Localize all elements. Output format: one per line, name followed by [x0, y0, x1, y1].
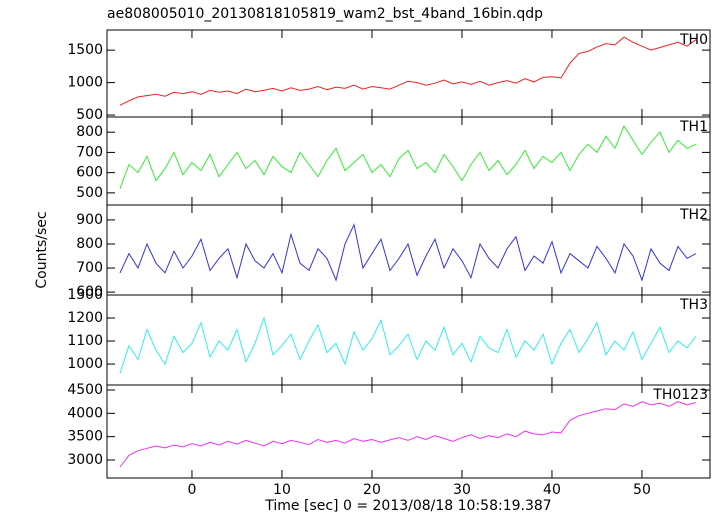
light-curve [119, 316, 697, 374]
y-tick-label: 1000 [67, 75, 103, 91]
y-tick-label: 500 [76, 107, 103, 123]
x-axis-label: Time [sec] 0 = 2013/08/18 10:58:19.387 [264, 498, 551, 514]
panel-label: TH2 [679, 207, 708, 223]
y-tick-label: 1200 [67, 310, 103, 326]
panel-frame [106, 294, 711, 386]
x-tick-label: 30 [453, 482, 471, 498]
light-curve [119, 36, 697, 106]
panel-label: TH1 [679, 119, 708, 135]
y-tick-label: 800 [76, 124, 103, 140]
x-tick-label: 20 [363, 482, 381, 498]
panel-frame [106, 384, 711, 479]
y-tick-label: 3000 [67, 452, 103, 468]
y-tick-label: 1500 [67, 42, 103, 58]
chart-title: ae808005010_20130818105819_wam2_bst_4ban… [107, 6, 543, 22]
panel-frame [106, 204, 711, 296]
panel-label: TH0 [679, 32, 708, 48]
y-tick-label: 700 [76, 260, 103, 276]
y-tick-label: 3500 [67, 429, 103, 445]
y-tick-label: 600 [76, 165, 103, 181]
y-tick-label: 1300 [67, 287, 103, 303]
x-tick-label: 0 [187, 482, 196, 498]
panel-frame [106, 29, 711, 118]
y-tick-label: 800 [76, 236, 103, 252]
y-tick-label: 4000 [67, 405, 103, 421]
panel-frame [106, 116, 711, 206]
panel-label: TH0123 [652, 387, 708, 403]
y-tick-label: 900 [76, 212, 103, 228]
light-curve [119, 223, 697, 282]
y-tick-label: 500 [76, 185, 103, 201]
y-tick-label: 4500 [67, 382, 103, 398]
y-tick-label: 1100 [67, 333, 103, 349]
x-tick-label: 50 [633, 482, 651, 498]
y-tick-label: 1000 [67, 356, 103, 372]
x-tick-label: 40 [543, 482, 561, 498]
light-curve [119, 401, 697, 468]
light-curve [119, 125, 697, 189]
y-tick-label: 600 [76, 284, 103, 300]
y-axis-label: Counts/sec [34, 211, 50, 288]
panel-label: TH3 [679, 297, 708, 313]
y-tick-label: 700 [76, 144, 103, 160]
x-tick-label: 10 [273, 482, 291, 498]
